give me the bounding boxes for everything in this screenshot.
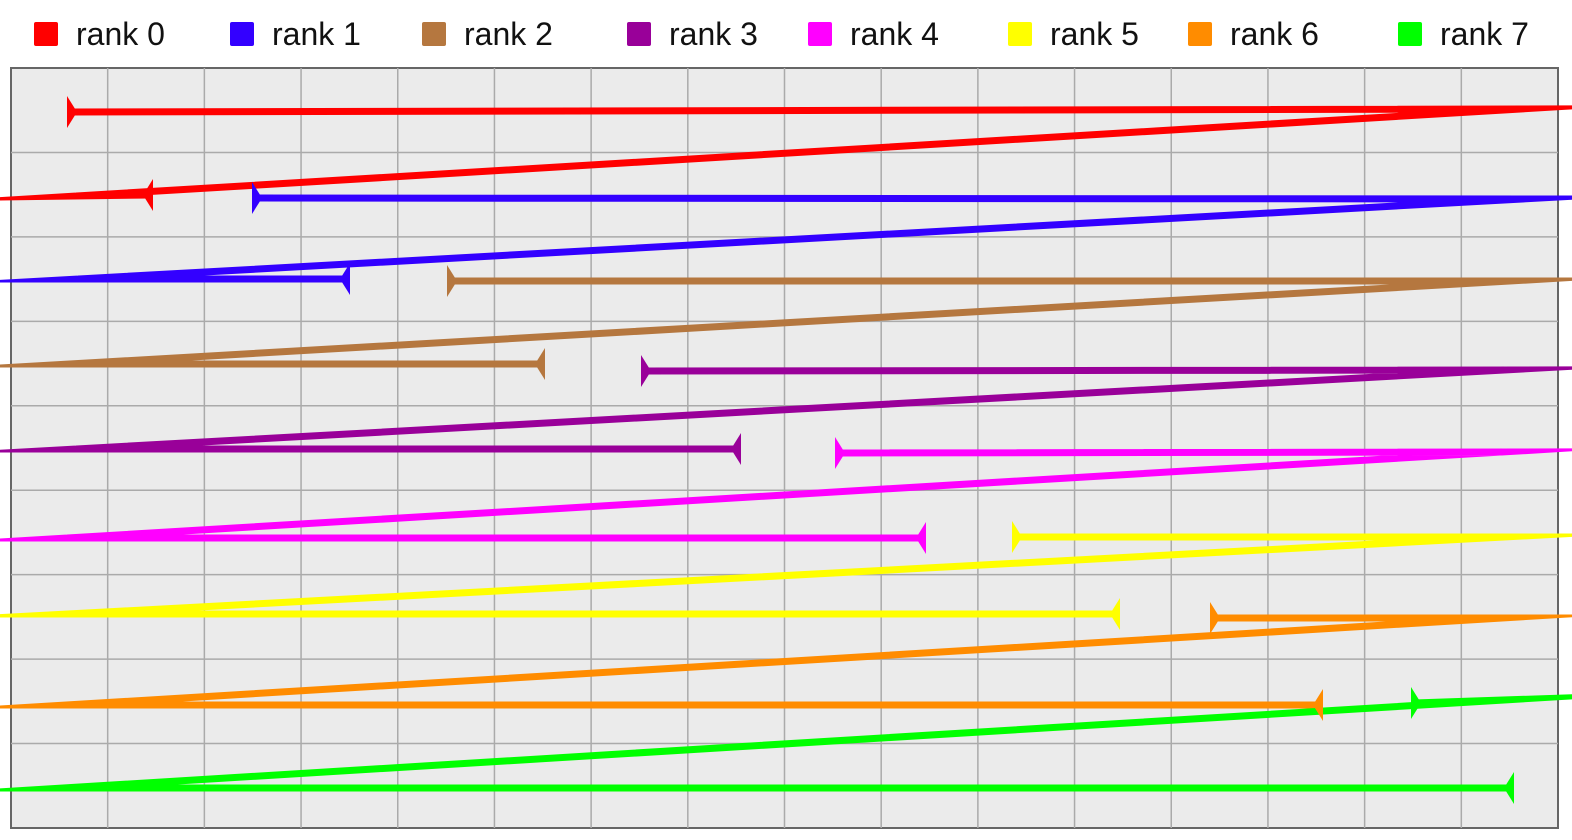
legend-item-rank-2: rank 2: [422, 14, 553, 54]
legend-swatch-rank-4: [808, 22, 832, 46]
rank-markers: [67, 96, 1514, 804]
rank-4-end-marker: [916, 522, 926, 554]
rank-6-path: [0, 614, 1572, 709]
legend-item-rank-3: rank 3: [627, 14, 758, 54]
rank-2-start-marker: [447, 265, 457, 297]
legend-label-rank-0: rank 0: [76, 16, 165, 52]
legend-item-rank-7: rank 7: [1398, 14, 1529, 54]
rank-4-path: [0, 448, 1572, 542]
rank-6-end-marker: [1313, 689, 1323, 721]
rank-2-end-marker: [535, 348, 545, 380]
legend-item-rank-5: rank 5: [1008, 14, 1139, 54]
rank-1-end-marker: [340, 263, 350, 295]
rank-0-path: [0, 105, 1572, 201]
rank-3-path: [0, 366, 1572, 453]
rank-4-start-marker: [835, 437, 845, 469]
legend-label-rank-3: rank 3: [669, 16, 758, 52]
legend-item-rank-4: rank 4: [808, 14, 939, 54]
legend-label-rank-5: rank 5: [1050, 16, 1139, 52]
legend: rank 0 rank 1 rank 2 rank 3 rank 4 rank …: [0, 0, 1572, 64]
legend-swatch-rank-3: [627, 22, 651, 46]
grid: [11, 68, 1558, 828]
legend-label-rank-2: rank 2: [464, 16, 553, 52]
rank-7-path: [0, 694, 1572, 792]
legend-label-rank-7: rank 7: [1440, 16, 1529, 52]
legend-label-rank-6: rank 6: [1230, 16, 1319, 52]
legend-item-rank-0: rank 0: [34, 14, 165, 54]
legend-swatch-rank-1: [230, 22, 254, 46]
rank-7-end-marker: [1504, 772, 1514, 804]
rank-1-path: [0, 194, 1572, 283]
rank-5-end-marker: [1110, 598, 1120, 630]
legend-swatch-rank-5: [1008, 22, 1032, 46]
rank-6-start-marker: [1210, 602, 1220, 634]
rank-0-start-marker: [67, 96, 77, 128]
legend-swatch-rank-7: [1398, 22, 1422, 46]
legend-label-rank-1: rank 1: [272, 16, 361, 52]
rank-paths: [0, 105, 1572, 792]
rank-7-start-marker: [1411, 687, 1421, 719]
rank-0-end-marker: [143, 179, 153, 211]
legend-swatch-rank-0: [34, 22, 58, 46]
rank-5-start-marker: [1012, 521, 1022, 553]
rank-3-end-marker: [731, 433, 741, 465]
rank-1-start-marker: [252, 182, 262, 214]
rank-5-path: [0, 533, 1572, 618]
legend-item-rank-1: rank 1: [230, 14, 361, 54]
rank-2-path: [0, 277, 1572, 368]
legend-swatch-rank-2: [422, 22, 446, 46]
rank-3-start-marker: [641, 355, 651, 387]
legend-swatch-rank-6: [1188, 22, 1212, 46]
legend-item-rank-6: rank 6: [1188, 14, 1319, 54]
legend-label-rank-4: rank 4: [850, 16, 939, 52]
